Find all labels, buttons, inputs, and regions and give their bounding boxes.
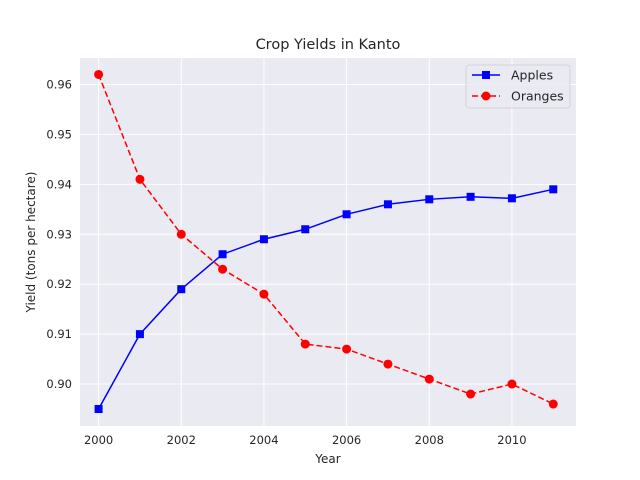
legend-item-oranges: Oranges: [472, 89, 564, 104]
oranges-point: [259, 289, 269, 299]
y-tick-label: 0.95: [46, 127, 72, 141]
x-axis-label: Year: [314, 452, 340, 466]
x-tick-label: 2006: [332, 433, 361, 447]
apples-point: [549, 185, 558, 194]
x-tick-label: 2002: [167, 433, 196, 447]
x-tick-label: 2010: [497, 433, 526, 447]
apples-point: [466, 192, 475, 201]
plot-background: [80, 58, 576, 426]
legend-item-apples: Apples: [472, 68, 553, 83]
apples-point: [135, 330, 144, 339]
apples-point: [342, 210, 351, 219]
x-tick-labels: 2000 2002 2004 2006 2008 2010: [84, 433, 527, 447]
series-apples: [94, 185, 558, 414]
apples-point: [218, 250, 227, 259]
y-axis-label: Yield (tons per hectare): [24, 172, 38, 314]
y-tick-label: 0.94: [46, 177, 72, 191]
legend-marker-apples: [482, 71, 490, 79]
oranges-point: [300, 339, 310, 349]
series-layer: [94, 69, 558, 414]
oranges-point: [548, 399, 558, 409]
oranges-point: [383, 359, 393, 369]
x-tick-label: 2004: [249, 433, 278, 447]
y-tick-label: 0.96: [46, 77, 72, 91]
apples-point: [94, 405, 103, 414]
y-tick-label: 0.91: [46, 327, 72, 341]
oranges-point: [424, 374, 434, 384]
apples-point: [259, 235, 268, 244]
apples-point: [507, 194, 516, 203]
y-tick-label: 0.92: [46, 277, 72, 291]
y-tick-label: 0.90: [46, 377, 72, 391]
series-oranges: [94, 69, 558, 409]
oranges-point: [94, 69, 104, 79]
legend-marker-oranges: [481, 91, 491, 101]
y-tick-label: 0.93: [46, 227, 72, 241]
x-tick-label: 2000: [84, 433, 113, 447]
apples-line: [97, 188, 554, 410]
oranges-line: [97, 74, 554, 405]
chart-title: Crop Yields in Kanto: [256, 37, 401, 53]
oranges-point: [135, 174, 145, 184]
legend: Apples Oranges: [465, 64, 571, 109]
apples-point: [177, 285, 186, 294]
apples-point: [425, 195, 434, 204]
apples-point: [383, 200, 392, 209]
oranges-point: [176, 229, 186, 239]
x-tick-label: 2008: [415, 433, 444, 447]
oranges-point: [466, 389, 476, 399]
oranges-point: [342, 344, 352, 354]
oranges-point: [218, 264, 228, 274]
apples-point: [301, 225, 310, 234]
legend-label-apples: Apples: [511, 68, 553, 83]
oranges-point: [507, 379, 517, 389]
legend-label-oranges: Oranges: [511, 89, 564, 104]
y-tick-labels: 0.90 0.91 0.92 0.93 0.94 0.95 0.96: [46, 77, 72, 391]
